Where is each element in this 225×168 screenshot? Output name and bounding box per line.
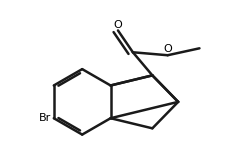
Text: O: O [114,20,122,30]
Text: O: O [163,44,172,54]
Text: Br: Br [39,113,52,123]
